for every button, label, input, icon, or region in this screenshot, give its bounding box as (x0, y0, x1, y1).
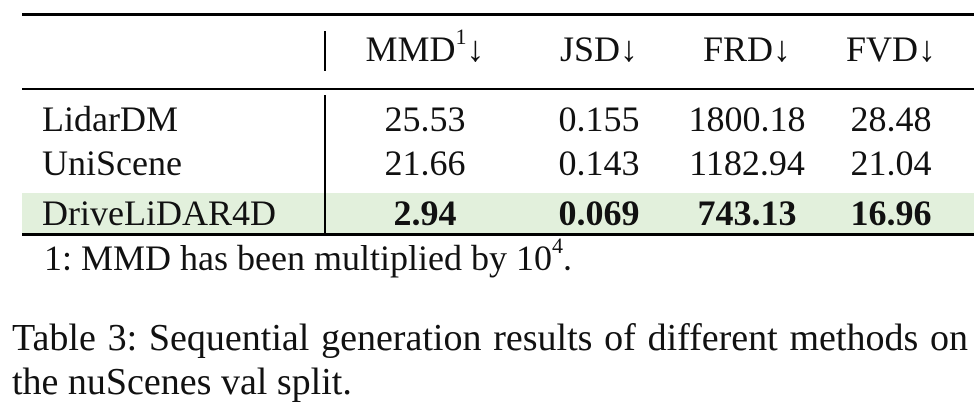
header-fvd: FVD↓ (845, 29, 937, 69)
row-uniscene-jsd: 0.143 (558, 143, 640, 183)
row-drivelidar4d-fvd: 16.96 (850, 193, 932, 233)
row-lidardm-jsd: 0.155 (558, 99, 640, 139)
row-lidardm-frd: 1800.18 (688, 99, 806, 139)
header-frd: FRD↓ (702, 29, 792, 69)
row-uniscene-frd: 1182.94 (689, 143, 805, 183)
row-drivelidar4d-mmd: 2.94 (393, 193, 457, 233)
table-bottom-rule (22, 233, 974, 236)
row-uniscene-mmd: 21.66 (384, 143, 466, 183)
header-mmd: MMD1↓ (365, 24, 485, 70)
row-drivelidar4d-jsd: 0.069 (558, 193, 640, 233)
table-footnote: 1: MMD has been multiplied by 104. (44, 233, 572, 279)
header-column-divider (324, 31, 326, 71)
row-uniscene-method: UniScene (42, 143, 182, 183)
table-top-rule (22, 13, 974, 16)
row-uniscene-fvd: 21.04 (850, 143, 932, 183)
row-lidardm-mmd: 25.53 (384, 99, 466, 139)
table-caption: Table 3: Sequential generation results o… (12, 317, 968, 403)
row-drivelidar4d-method: DriveLiDAR4D (42, 193, 276, 233)
row-lidardm-fvd: 28.48 (850, 99, 932, 139)
highlighted-row-background (22, 193, 974, 233)
table-header-rule (22, 88, 974, 90)
header-jsd: JSD↓ (559, 29, 639, 69)
row-drivelidar4d-frd: 743.13 (697, 193, 797, 233)
body-column-divider (324, 95, 326, 233)
row-lidardm-method: LidarDM (42, 99, 178, 139)
